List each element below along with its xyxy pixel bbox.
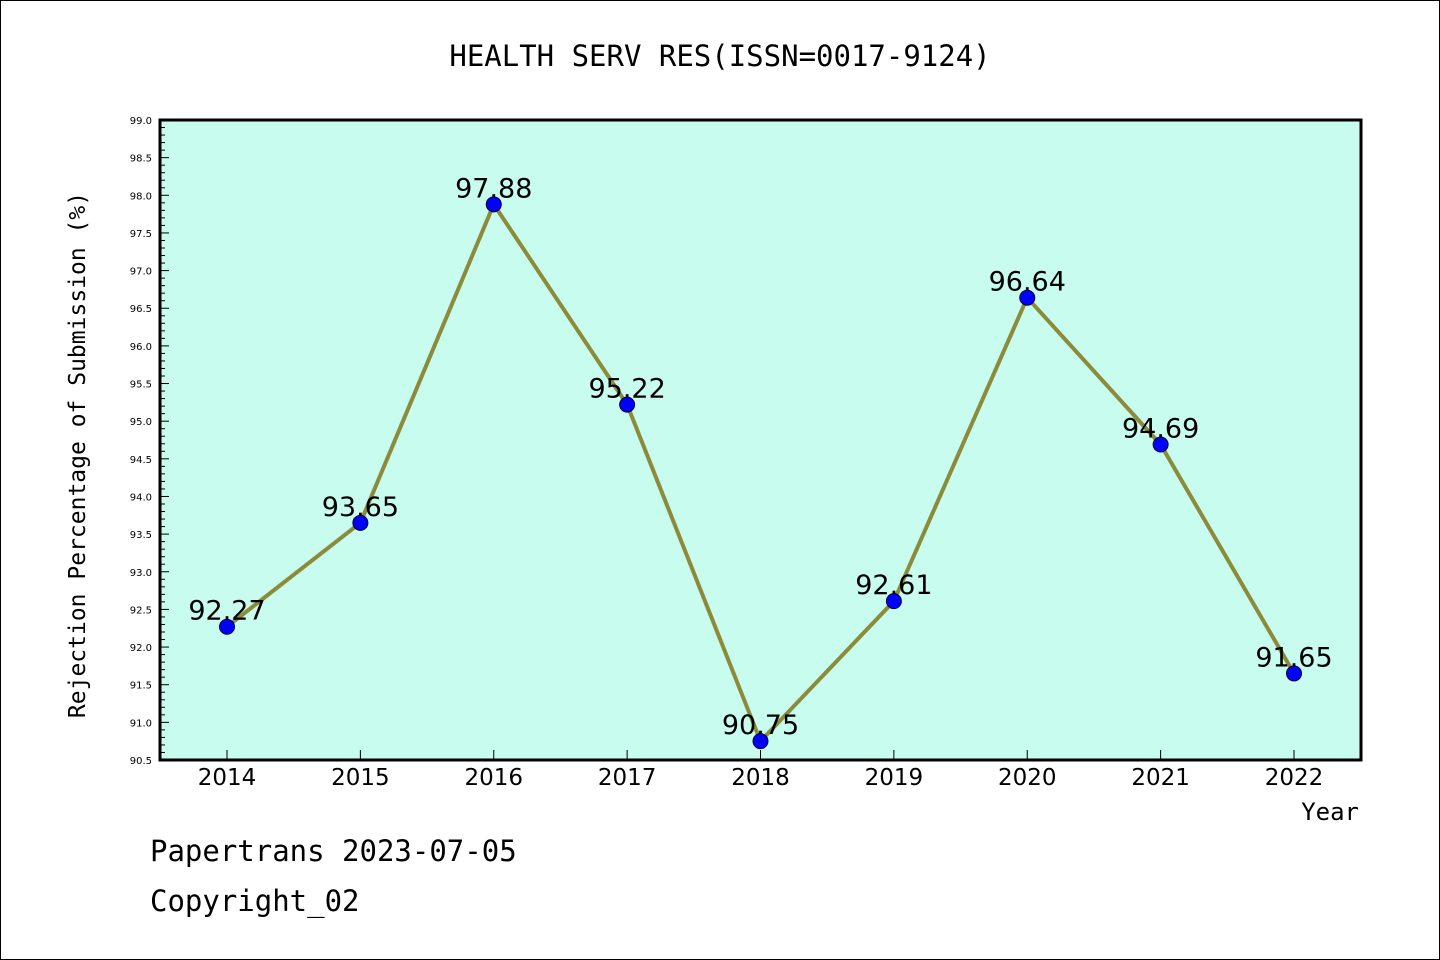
series-markers	[219, 196, 1302, 750]
y-tick-label: 91.0	[130, 718, 152, 729]
y-axis-label: Rejection Percentage of Submission (%)	[65, 192, 91, 718]
y-tick-label: 95.5	[130, 380, 152, 391]
y-tick-label: 92.5	[130, 605, 152, 616]
y-tick-label: 98.0	[130, 191, 152, 202]
y-tick-label: 96.0	[130, 342, 152, 353]
data-point	[219, 618, 235, 635]
y-tick-label: 93.0	[130, 568, 152, 579]
y-tick-label: 94.5	[130, 455, 152, 466]
x-tick-label: 2018	[731, 765, 790, 791]
data-labels: 92.27 93.65 97.88 95.22 90.75 92.61 96.64 94.69…	[188, 173, 1332, 741]
x-tick-label: 2017	[598, 765, 657, 791]
x-tick-label: 2016	[464, 765, 523, 791]
x-tick-label: 2020	[998, 765, 1057, 791]
y-tick-label: 92.0	[130, 643, 152, 654]
data-label: 92.61	[855, 570, 932, 601]
x-tick-label: 2014	[198, 765, 257, 791]
x-tick-label: 2019	[865, 765, 924, 791]
data-label: 93.65	[322, 492, 399, 523]
data-point	[485, 196, 502, 213]
data-label: 94.69	[1122, 414, 1199, 445]
y-tick-label: 93.5	[130, 530, 152, 541]
y-tick-label: 95.0	[130, 417, 152, 428]
x-tick-label: 2021	[1131, 765, 1190, 791]
data-label: 96.64	[989, 267, 1066, 298]
y-tick-label: 97.0	[130, 267, 152, 278]
y-tick-label: 98.5	[130, 154, 152, 165]
x-tick-label: 2015	[331, 765, 390, 791]
y-axis: 90.5 91.0 91.5 92.0 92.5 93.0 93.5 94.0 94.5 95.0…	[130, 116, 169, 767]
data-point	[752, 733, 769, 750]
footer-line-1: Papertrans 2023-07-05	[150, 834, 517, 868]
data-point	[352, 514, 369, 531]
data-point	[1019, 289, 1036, 306]
data-label: 91.65	[1255, 642, 1332, 673]
data-label: 97.88	[455, 173, 532, 204]
data-point	[1152, 436, 1169, 453]
data-point	[1286, 665, 1302, 682]
y-tick-label: 99.0	[130, 116, 152, 127]
data-label: 95.22	[588, 374, 665, 405]
chart-title: HEALTH SERV RES(ISSN=0017-9124)	[449, 39, 990, 73]
x-tick-label: 2022	[1265, 765, 1324, 791]
data-label: 92.27	[188, 596, 265, 627]
y-tick-label: 97.5	[130, 229, 152, 240]
y-tick-label: 96.5	[130, 304, 152, 315]
data-point	[885, 593, 902, 610]
y-tick-label: 91.5	[130, 681, 152, 692]
data-label: 90.75	[722, 710, 799, 741]
x-axis: 2014 2015 2016 2017 2018 2019 2020 2021 2022	[198, 750, 1324, 791]
footer-line-2: Copyright_02	[150, 884, 360, 918]
y-tick-label: 90.5	[130, 756, 152, 767]
x-axis-label: Year	[1301, 798, 1359, 826]
y-tick-label: 94.0	[130, 492, 152, 503]
data-point	[619, 396, 636, 413]
